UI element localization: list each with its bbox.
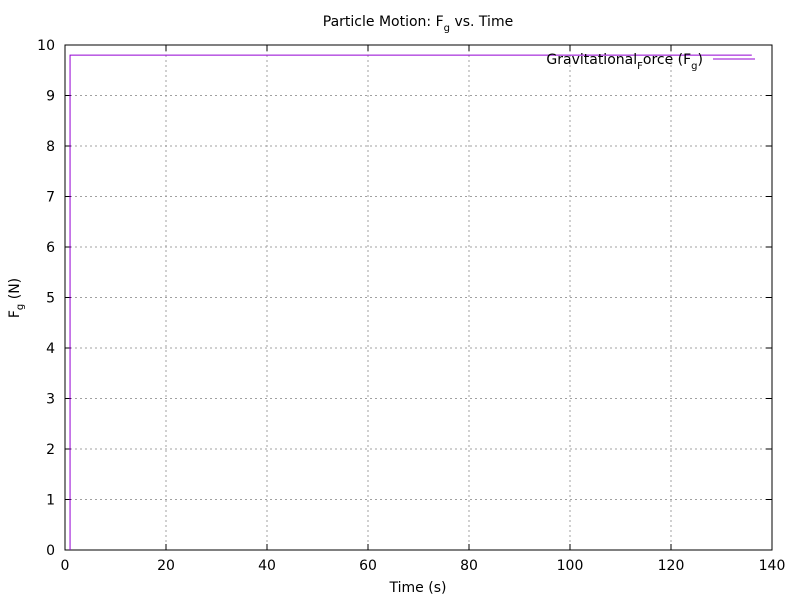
x-tick-label: 20 (157, 558, 175, 574)
plot-frame (64, 44, 773, 551)
y-tick-label: 3 (46, 392, 55, 408)
tick-labels: 0 20 40 60 80 100 120 140 0 1 2 3 4 5 6 7 8 9 10 (37, 38, 785, 574)
y-tick-label: 1 (46, 493, 55, 509)
x-tick-label: 40 (258, 558, 276, 574)
series-layer (69, 54, 752, 550)
x-tick-label: 120 (658, 558, 685, 574)
chart-title: Particle Motion: Fg vs. Time (323, 14, 513, 34)
legend-label: GravitationalForce (Fg) (546, 52, 703, 72)
legend: GravitationalForce (Fg) (546, 52, 755, 72)
y-tick-label: 10 (37, 38, 55, 54)
x-tick-label: 0 (61, 558, 70, 574)
y-axis-label: Fg (N) (7, 278, 26, 318)
y-tick-label: 4 (46, 341, 55, 357)
y-tick-label: 6 (46, 240, 55, 256)
x-axis-label: Time (s) (389, 580, 447, 596)
y-tick-label: 8 (46, 139, 55, 155)
x-tick-label: 100 (557, 558, 584, 574)
y-tick-label: 5 (46, 291, 55, 307)
grid (65, 45, 772, 550)
y-tick-label: 9 (46, 89, 55, 105)
y-tick-label: 2 (46, 442, 55, 458)
y-tick-label: 0 (46, 543, 55, 559)
x-tick-label: 60 (359, 558, 377, 574)
x-tick-label: 140 (759, 558, 786, 574)
y-tick-label: 7 (46, 190, 55, 206)
x-tick-label: 80 (460, 558, 478, 574)
series-line (69, 54, 752, 550)
